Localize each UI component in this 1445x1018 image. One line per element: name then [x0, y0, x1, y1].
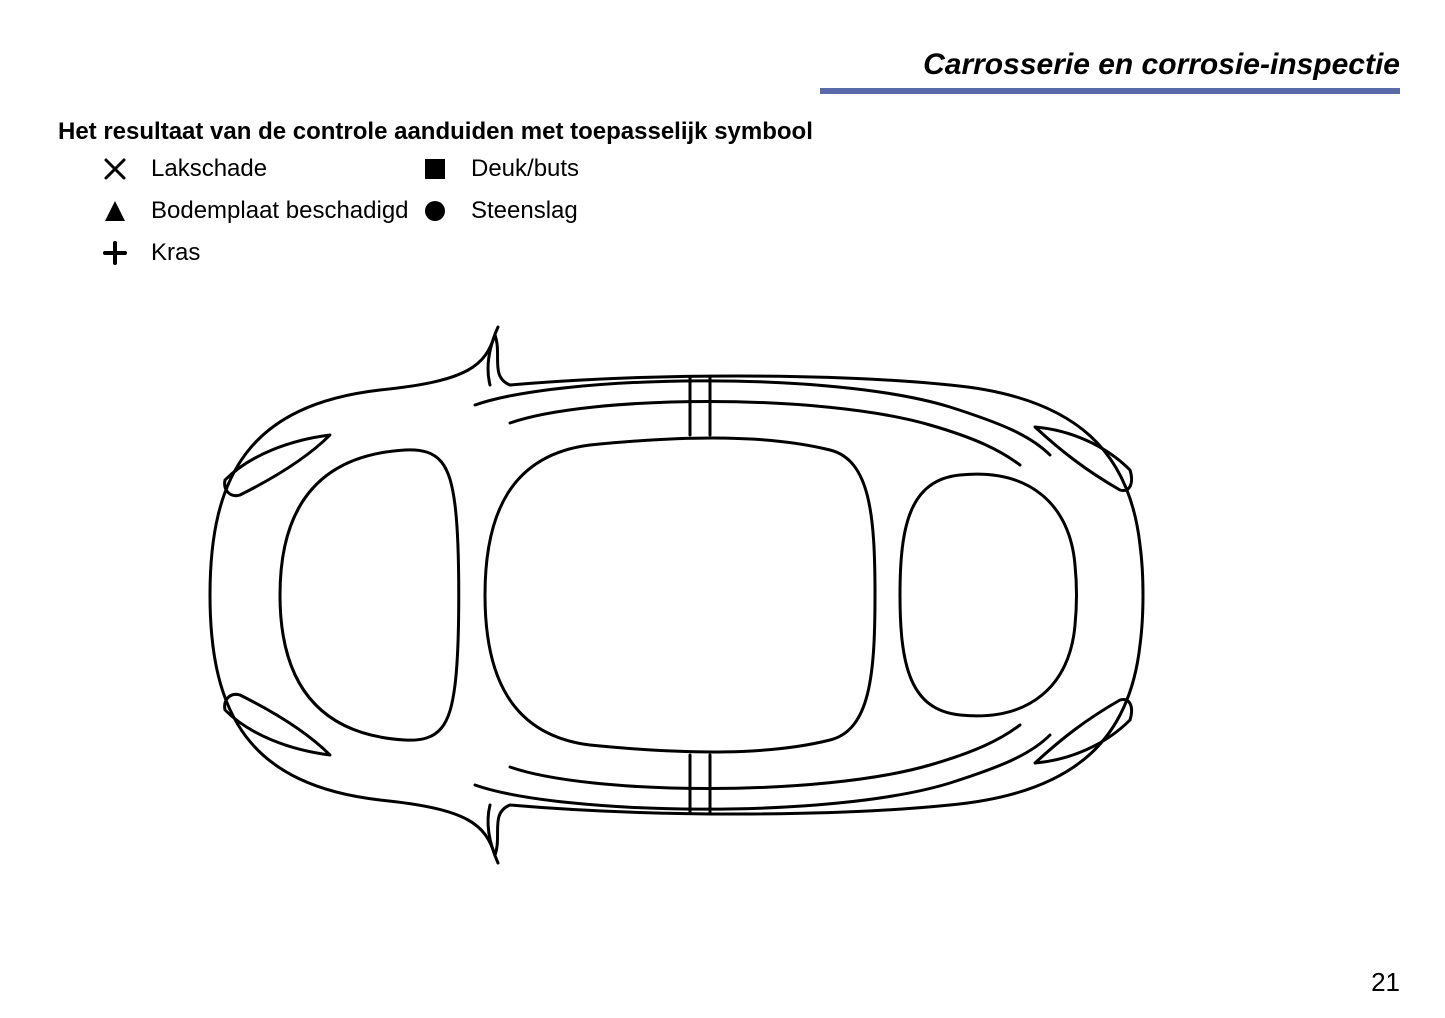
triangle-icon [95, 199, 135, 223]
car-diagram [130, 315, 1180, 875]
circle-icon [415, 199, 455, 223]
header-rule [820, 88, 1400, 94]
plus-icon [95, 241, 135, 265]
legend-item-lakschade: Lakschade [95, 155, 415, 183]
square-icon [415, 157, 455, 181]
legend-item-deuk: Deuk/buts [415, 155, 735, 183]
symbol-legend: Lakschade Deuk/buts Bodemplaat beschadig… [95, 155, 795, 281]
x-icon [95, 157, 135, 181]
legend-item-kras: Kras [95, 239, 415, 267]
page-header: Carrosserie en corrosie-inspectie [820, 48, 1400, 94]
page-title: Carrosserie en corrosie-inspectie [820, 48, 1400, 86]
legend-label: Kras [151, 239, 200, 267]
instruction-text: Het resultaat van de controle aanduiden … [58, 118, 813, 146]
page-number: 21 [1371, 967, 1400, 998]
legend-label: Lakschade [151, 155, 267, 183]
car-top-view-icon [130, 315, 1180, 875]
legend-label: Deuk/buts [471, 155, 579, 183]
legend-item-steenslag: Steenslag [415, 197, 735, 225]
legend-item-bodemplaat: Bodemplaat beschadigd [95, 197, 415, 225]
legend-label: Steenslag [471, 197, 578, 225]
legend-label: Bodemplaat beschadigd [151, 197, 409, 225]
